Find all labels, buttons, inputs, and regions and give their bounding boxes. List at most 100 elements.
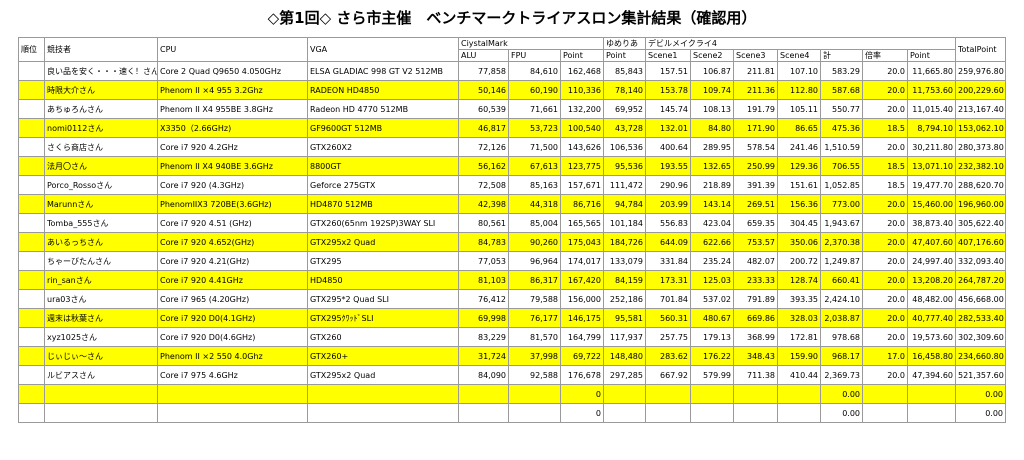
table-cell: GTX260 [307,327,459,347]
table-cell: 282,533.40 [955,308,1006,328]
table-cell: 252,186 [603,289,646,309]
table-cell: 24,997.40 [907,251,956,271]
table-cell [690,403,734,423]
table-cell: 348.43 [733,346,778,366]
table-cell: 332,093.40 [955,251,1006,271]
table-cell: ルビアスさん [44,365,158,385]
table-cell: Phenom II X4 940BE 3.6GHz [157,156,308,176]
table-cell: 191.79 [733,99,778,119]
table-cell: 80,561 [458,213,509,233]
table-cell: 2,424.10 [820,289,863,309]
table-cell [18,270,45,290]
table-cell: 578.54 [733,137,778,157]
table-row: あちゅろんさん Phenom II X4 955BE 3.8GHz Radeon H… [18,99,1006,119]
table-cell: 69,952 [603,99,646,119]
table-cell: 117,937 [603,327,646,347]
table-cell: 60,190 [508,80,561,100]
table-cell: 350.06 [777,232,821,252]
table-cell [18,308,45,328]
table-cell: 69,998 [458,308,509,328]
table-cell: 211.81 [733,61,778,81]
table-cell: 法月〇さん [44,156,158,176]
table-cell: Core i7 920 4.2GHz [157,137,308,157]
table-cell: 157.51 [645,61,691,81]
table-cell [18,61,45,81]
table-cell [18,365,45,385]
table-cell: 11,015.40 [907,99,956,119]
table-cell: 時限大介さん [44,80,158,100]
table-cell: HD4870 512MB [307,194,459,214]
table-cell: 19,477.70 [907,175,956,195]
table-cell: 2,370.38 [820,232,863,252]
table-cell: 393.35 [777,289,821,309]
table-cell [18,346,45,366]
table-cell: 20.0 [862,327,908,347]
header-cell: Point [907,49,956,62]
table-cell: 235.24 [690,251,734,271]
table-cell: 176.22 [690,346,734,366]
table-cell: 151.61 [777,175,821,195]
table-cell [862,384,908,404]
table-cell: PhenomIIX3 720BE(3.6GHz) [157,194,308,214]
table-cell: 773.00 [820,194,863,214]
table-cell: 165,565 [560,213,604,233]
table-cell [18,156,45,176]
table-cell: 76,177 [508,308,561,328]
table-cell: 101,184 [603,213,646,233]
table-cell: 1,510.59 [820,137,863,157]
table-cell: 105.11 [777,99,821,119]
table-cell: 17.0 [862,346,908,366]
header-cell: Scene1 [645,49,691,62]
table-cell [18,289,45,309]
table-cell: 407,176.60 [955,232,1006,252]
table-cell: 128.74 [777,270,821,290]
table-cell [603,384,646,404]
table-cell: 106.87 [690,61,734,81]
table-cell: 659.35 [733,213,778,233]
table-cell: Geforce 275GTX [307,175,459,195]
table-row: Tomba_555さん Core i7 920 4.51 (GHz) GTX260(… [18,213,1006,233]
table-cell: 331.84 [645,251,691,271]
table-cell [862,403,908,423]
table-cell: 153,062.10 [955,118,1006,138]
table-cell: 2,369.73 [820,365,863,385]
table-cell [690,384,734,404]
table-cell: 71,661 [508,99,561,119]
table-cell: Core i7 975 4.6GHz [157,365,308,385]
table-cell [18,137,45,157]
table-cell: 20.0 [862,213,908,233]
table-cell: 84,783 [458,232,509,252]
table-cell [44,384,158,404]
header-cell: FPU [508,49,561,62]
table-cell: 週末は秋葉さん [44,308,158,328]
table-cell: 174,017 [560,251,604,271]
table-cell: 200.72 [777,251,821,271]
header-cell: 順位 [18,37,45,62]
table-cell: 1,943.67 [820,213,863,233]
table-cell: 164,799 [560,327,604,347]
table-row: 良い品を安く・・・速く！さん Core 2 Quad Q9650 4.050GHz… [18,61,1006,81]
table-cell: 90,260 [508,232,561,252]
table-cell: 38,873.40 [907,213,956,233]
table-cell: 56,162 [458,156,509,176]
table-cell [645,384,691,404]
table-cell: 129.36 [777,156,821,176]
table-cell: 46,817 [458,118,509,138]
table-cell: 173.31 [645,270,691,290]
table-cell: 560.31 [645,308,691,328]
table-cell: 667.92 [645,365,691,385]
table-cell: 257.75 [645,327,691,347]
table-cell: 13,071.10 [907,156,956,176]
table-cell: 15,460.00 [907,194,956,214]
table-cell: 77,858 [458,61,509,81]
table-cell: 537.02 [690,289,734,309]
table-cell: 179.13 [690,327,734,347]
table-cell: GTX260X2 [307,137,459,157]
table-cell: じぃじぃ～さん [44,346,158,366]
header-cell: VGA [307,37,459,62]
table-cell: 109.74 [690,80,734,100]
table-cell: 133,079 [603,251,646,271]
table-cell: 234,660.80 [955,346,1006,366]
table-cell: 30,211.80 [907,137,956,157]
